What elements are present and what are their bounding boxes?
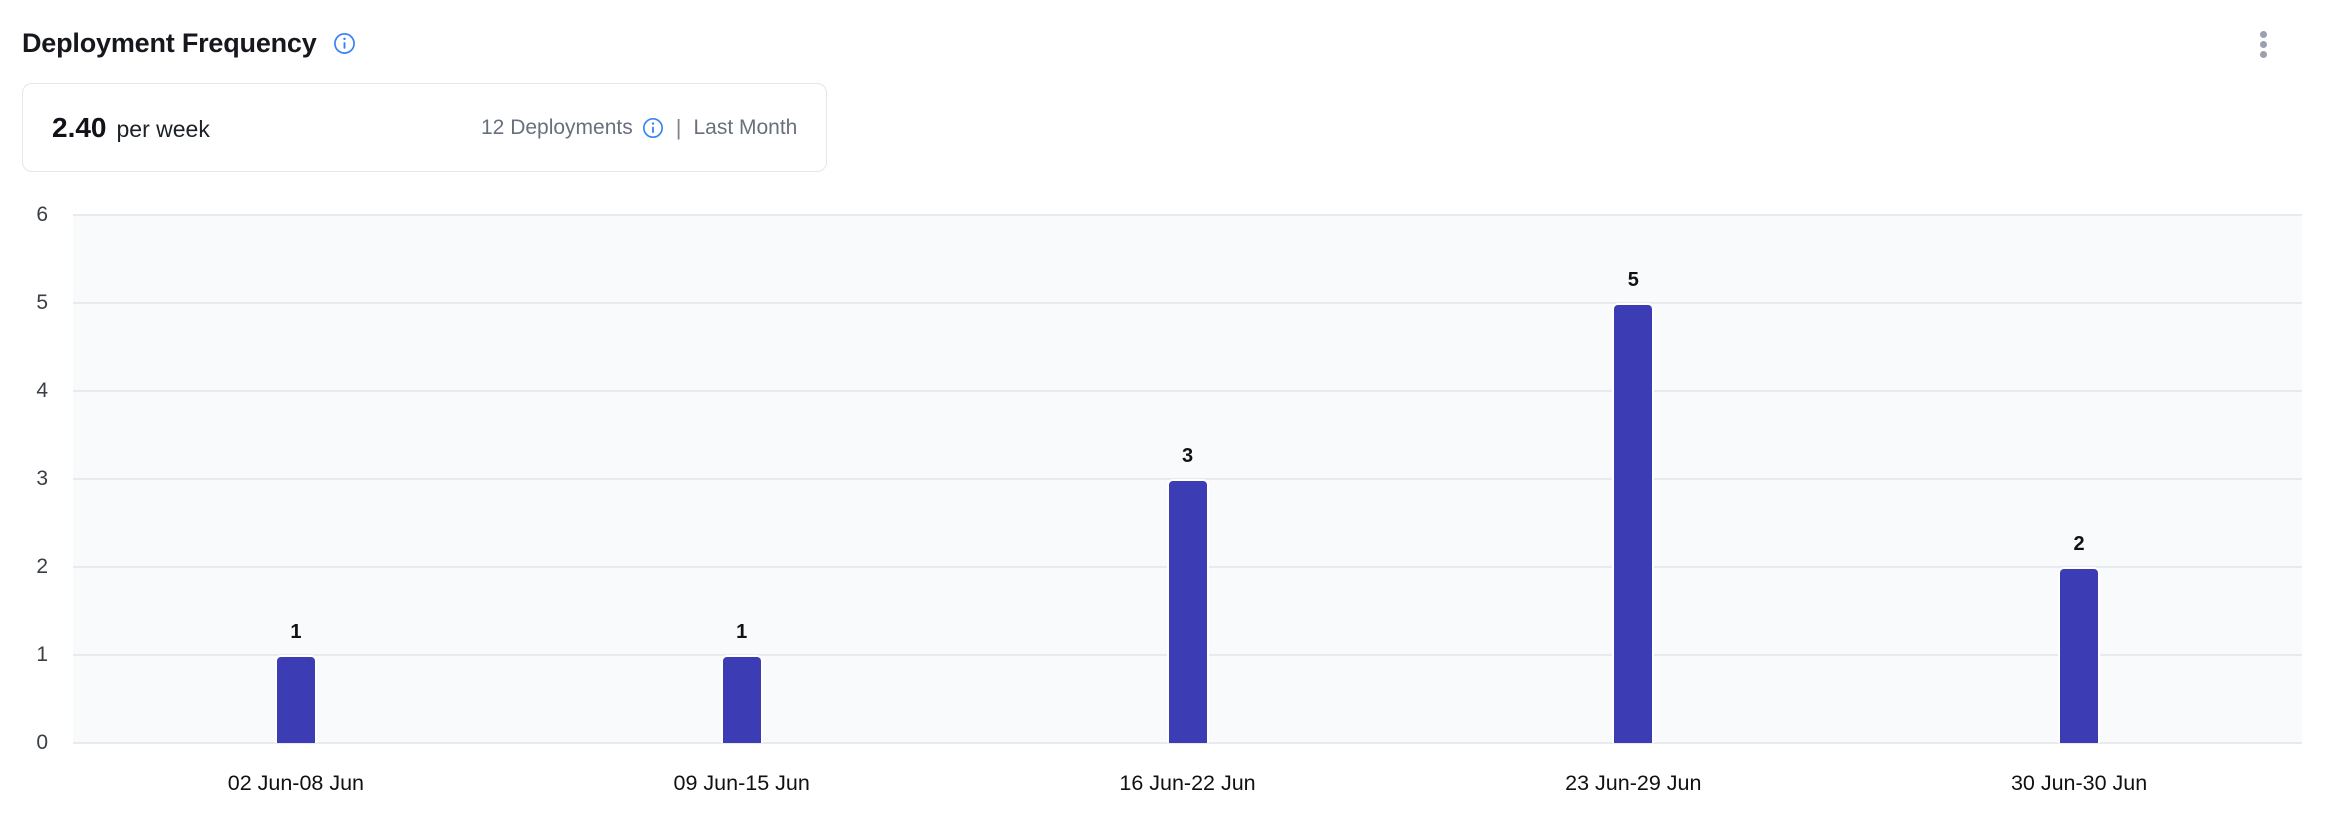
y-axis-tick-label: 3 [36,467,48,490]
bar-value-label: 1 [736,621,748,643]
y-axis-tick-label: 4 [36,379,48,402]
info-icon[interactable] [333,32,356,55]
y-axis-tick-label: 5 [36,291,48,314]
period-label: Last Month [693,115,798,139]
x-axis-tick-label: 02 Jun-08 Jun [227,771,365,795]
rate-value: 2.40 [52,111,107,143]
rate-unit: per week [116,115,210,142]
summary-meta: 12 Deployments | Last Month [481,115,797,141]
y-axis-tick-label: 0 [36,731,48,754]
bar-value-label: 3 [1181,445,1194,467]
gridline-y5 [73,302,2302,304]
kebab-dot [2259,40,2267,48]
bar-value-label: 1 [290,621,302,643]
gridline-y6 [73,214,2302,216]
deployments-count-label: 12 Deployments [481,115,633,139]
y-axis-tick-label: 1 [36,643,48,666]
x-axis-tick-label: 23 Jun-29 Jun [1565,771,1702,795]
x-axis-tick-label: 30 Jun-30 Jun [2010,771,2148,795]
deployment-rate: 2.40 per week [52,112,210,144]
bar-02 Jun-08 Jun[interactable] [274,655,317,743]
x-axis-tick-label: 16 Jun-22 Jun [1119,771,1256,795]
separator: | [675,114,682,140]
bar-value-label: 2 [2073,533,2085,555]
kebab-menu-button[interactable] [2250,26,2276,62]
gridline-y4 [73,390,2302,392]
bar-16 Jun-22 Jun[interactable] [1166,479,1209,743]
page-title: Deployment Frequency [22,28,317,58]
bar-23 Jun-29 Jun[interactable] [1612,303,1655,743]
info-icon[interactable] [642,117,664,139]
bar-30 Jun-30 Jun[interactable] [2058,567,2101,743]
kebab-dot [2259,50,2267,58]
card-header: Deployment Frequency [22,28,2312,59]
gridline-y0 [73,742,2302,744]
y-axis-tick-label: 2 [36,555,48,578]
summary-card: 2.40 per week 12 Deployments | Last Mont… [22,83,827,172]
bar-value-label: 5 [1627,269,1639,291]
bar-09 Jun-15 Jun[interactable] [720,655,763,743]
x-axis-tick-label: 09 Jun-15 Jun [673,771,810,795]
y-axis-tick-label: 6 [36,203,48,226]
kebab-dot [2259,30,2267,38]
